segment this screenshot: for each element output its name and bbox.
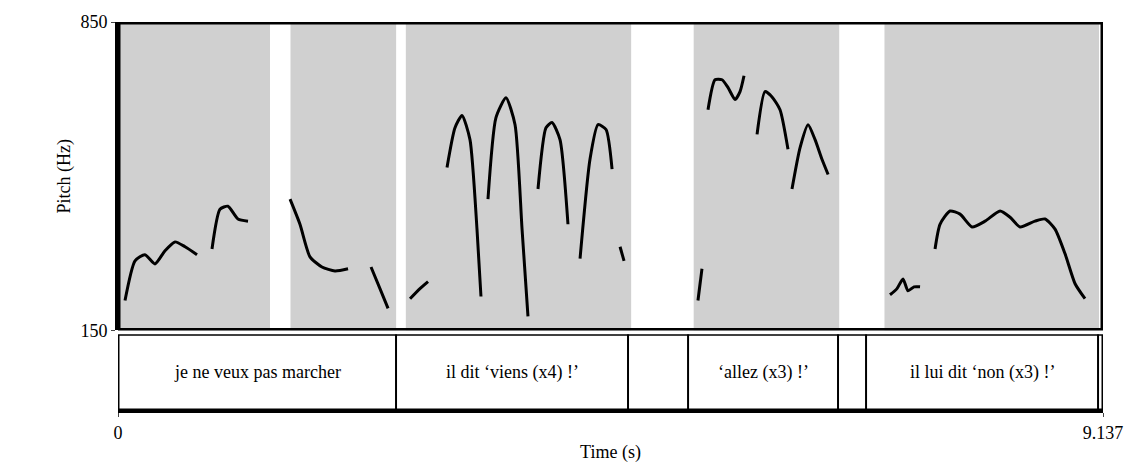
svg-text:Pitch (Hz): Pitch (Hz) [54,139,75,213]
svg-text:‘allez (x3) !’: ‘allez (x3) !’ [718,362,809,383]
svg-text:9.137: 9.137 [1083,423,1124,443]
svg-text:il lui dit ‘non (x3) !’: il lui dit ‘non (x3) !’ [910,362,1055,383]
svg-text:0: 0 [114,423,123,443]
svg-text:Time (s): Time (s) [580,442,641,463]
svg-text:je ne veux pas marcher: je ne veux pas marcher [174,362,341,382]
svg-text:il dit ‘viens (x4) !’: il dit ‘viens (x4) !’ [446,362,579,383]
svg-text:150: 150 [80,321,107,341]
svg-text:850: 850 [80,12,107,32]
